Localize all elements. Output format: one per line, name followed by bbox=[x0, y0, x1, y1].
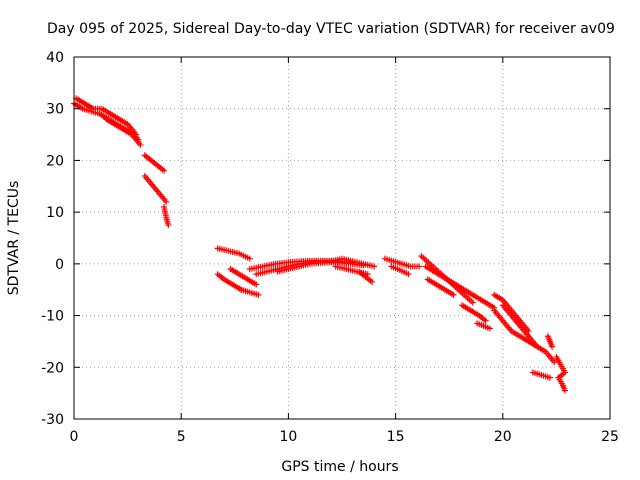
series-arc3 bbox=[103, 116, 144, 148]
data-point bbox=[371, 263, 378, 270]
x-tick-label: 20 bbox=[494, 429, 512, 445]
axis-ticks: 0 5 10 15 20 25 -30 -20 -10 0 10 20 30 40 bbox=[41, 50, 619, 445]
series-arc7 bbox=[214, 245, 253, 262]
y-tick-label: 10 bbox=[46, 205, 64, 221]
x-tick-label: 15 bbox=[387, 429, 405, 445]
y-tick-label: -30 bbox=[41, 412, 64, 428]
data-point bbox=[551, 359, 558, 366]
y-tick-label: 20 bbox=[46, 153, 64, 169]
data-point bbox=[546, 374, 553, 381]
series-arc21 bbox=[424, 276, 457, 298]
data-point bbox=[450, 291, 457, 298]
series-arc10 bbox=[238, 286, 262, 298]
series-arc6 bbox=[161, 203, 172, 229]
series-arc5 bbox=[141, 172, 170, 205]
series-arc22 bbox=[459, 302, 489, 324]
y-tick-label: 40 bbox=[46, 50, 64, 66]
data-point bbox=[163, 198, 170, 205]
data-point bbox=[561, 387, 568, 394]
series-arc18 bbox=[388, 263, 412, 278]
data-point bbox=[137, 141, 144, 148]
series-arc30 bbox=[553, 353, 568, 394]
series-arc29 bbox=[544, 333, 556, 350]
x-axis-label: GPS time / hours bbox=[281, 459, 398, 475]
y-tick-label: 30 bbox=[46, 102, 64, 118]
y-tick-label: 0 bbox=[55, 257, 64, 273]
data-point bbox=[482, 317, 489, 324]
series-arc8 bbox=[214, 271, 245, 293]
series-arc20 bbox=[422, 263, 498, 311]
series-arc4 bbox=[141, 152, 168, 174]
data-point bbox=[255, 291, 262, 298]
series-arc9 bbox=[227, 266, 260, 288]
data-points bbox=[71, 95, 568, 394]
chart-title: Day 095 of 2025, Sidereal Day-to-day VTE… bbox=[47, 21, 615, 37]
y-tick-label: -20 bbox=[41, 360, 64, 376]
x-tick-label: 25 bbox=[601, 429, 619, 445]
series-arc28 bbox=[529, 369, 553, 381]
plot-frame bbox=[73, 56, 611, 420]
series-arc17 bbox=[381, 255, 423, 270]
data-point bbox=[405, 271, 412, 278]
data-point bbox=[253, 281, 260, 288]
data-point bbox=[369, 278, 376, 285]
data-point bbox=[469, 299, 476, 306]
data-point bbox=[165, 222, 172, 229]
x-tick-label: 5 bbox=[177, 429, 186, 445]
data-point bbox=[486, 325, 493, 332]
data-point bbox=[549, 343, 556, 350]
series-arc16 bbox=[356, 268, 376, 285]
grid-lines bbox=[74, 57, 610, 419]
series-arc26 bbox=[491, 307, 532, 345]
x-tick-label: 10 bbox=[279, 429, 297, 445]
series-arc23 bbox=[474, 320, 493, 332]
data-point bbox=[161, 167, 168, 174]
data-point bbox=[246, 255, 253, 262]
series-arc14 bbox=[328, 255, 378, 270]
series-arc27 bbox=[525, 338, 558, 366]
data-point bbox=[416, 263, 423, 270]
x-tick-label: 0 bbox=[70, 429, 79, 445]
y-axis-label: SDTVAR / TECUs bbox=[6, 181, 22, 296]
y-tick-label: -10 bbox=[41, 309, 64, 325]
